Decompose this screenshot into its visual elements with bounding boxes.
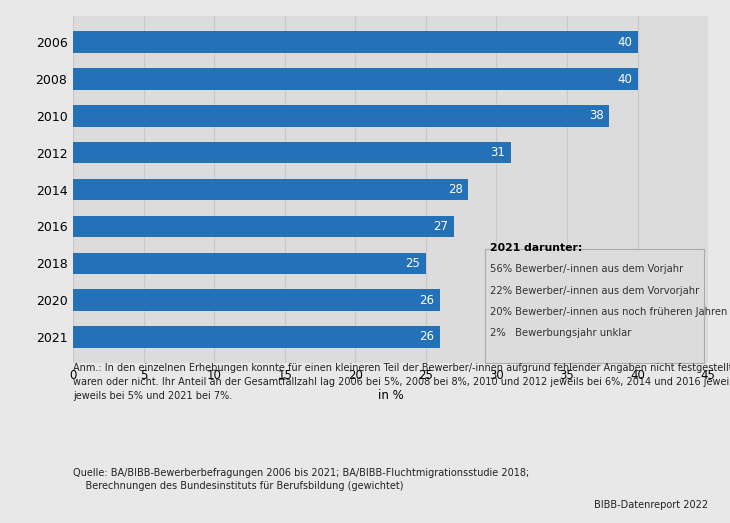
- Text: 56% Bewerber/-innen aus dem Vorjahr: 56% Bewerber/-innen aus dem Vorjahr: [490, 264, 683, 275]
- Bar: [73, 253, 426, 274]
- Text: 38: 38: [589, 109, 604, 122]
- Bar: [73, 179, 468, 200]
- Text: 26: 26: [419, 293, 434, 306]
- Text: BIBB-Datenreport 2022: BIBB-Datenreport 2022: [594, 499, 708, 509]
- Text: 2021 darunter:: 2021 darunter:: [490, 243, 583, 253]
- Bar: [73, 216, 454, 237]
- Text: 2%   Bewerbungsjahr unklar: 2% Bewerbungsjahr unklar: [490, 328, 631, 338]
- Text: 31: 31: [490, 146, 505, 159]
- Text: 25: 25: [405, 257, 420, 270]
- Text: 26: 26: [419, 331, 434, 344]
- Text: 22% Bewerber/-innen aus dem Vorvorjahr: 22% Bewerber/-innen aus dem Vorvorjahr: [490, 286, 699, 295]
- Text: 40: 40: [617, 73, 632, 86]
- X-axis label: in %: in %: [377, 389, 404, 402]
- Bar: [73, 105, 610, 127]
- Bar: [73, 69, 637, 90]
- FancyBboxPatch shape: [485, 248, 704, 363]
- Bar: [73, 31, 637, 53]
- Bar: [73, 289, 440, 311]
- Text: Quelle: BA/BIBB-Bewerberbefragungen 2006 bis 2021; BA/BIBB-Fluchtmigrationsstudi: Quelle: BA/BIBB-Bewerberbefragungen 2006…: [73, 468, 529, 492]
- Text: 28: 28: [447, 183, 463, 196]
- Text: 20% Bewerber/-innen aus noch früheren Jahren: 20% Bewerber/-innen aus noch früheren Ja…: [490, 307, 727, 317]
- Text: 40: 40: [617, 36, 632, 49]
- Text: Anm.: In den einzelnen Erhebungen konnte für einen kleineren Teil der Bewerber/-: Anm.: In den einzelnen Erhebungen konnte…: [73, 363, 730, 401]
- Bar: [73, 142, 510, 163]
- Bar: [73, 326, 440, 348]
- Text: 27: 27: [434, 220, 448, 233]
